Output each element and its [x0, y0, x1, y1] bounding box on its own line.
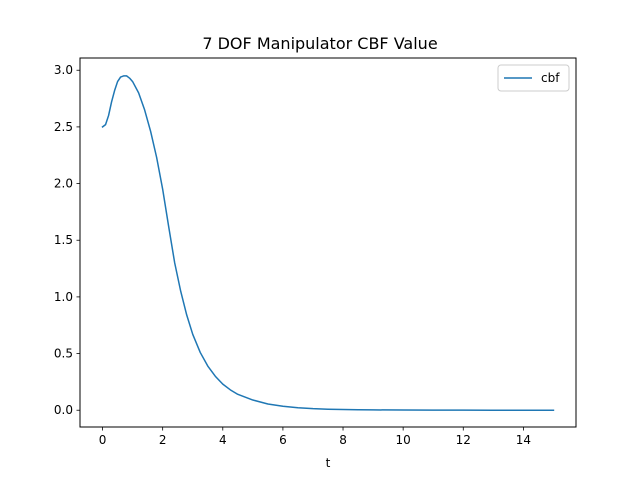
y-axis: 0.0 0.5 1.0 1.5 2.0 2.5 3.0 [54, 63, 80, 417]
x-tick-label: 4 [219, 433, 227, 447]
y-tick-label: 0.0 [54, 403, 73, 417]
legend-box [497, 64, 570, 92]
chart-title: 7 DOF Manipulator CBF Value [202, 34, 437, 53]
y-tick-label: 0.5 [54, 347, 73, 361]
x-tick-label: 0 [99, 433, 107, 447]
y-tick-label: 2.0 [54, 177, 73, 191]
x-tick-label: 6 [279, 433, 287, 447]
y-tick-label: 3.0 [54, 63, 73, 77]
x-tick-label: 14 [516, 433, 531, 447]
x-axis: 0 2 4 6 8 10 12 14 [99, 427, 531, 447]
x-tick-label: 12 [456, 433, 471, 447]
y-tick-label: 1.5 [54, 233, 73, 247]
series-line-cbf [101, 75, 555, 411]
x-tick-label: 10 [396, 433, 411, 447]
legend: cbf [497, 64, 570, 92]
series-layer [101, 75, 555, 411]
plot-area-frame [79, 57, 577, 428]
y-tick-label: 1.0 [54, 290, 73, 304]
y-tick-label: 2.5 [54, 120, 73, 134]
x-axis-label: t [326, 456, 331, 470]
legend-label-cbf: cbf [541, 71, 560, 85]
x-tick-label: 8 [339, 433, 347, 447]
x-tick-label: 2 [159, 433, 167, 447]
